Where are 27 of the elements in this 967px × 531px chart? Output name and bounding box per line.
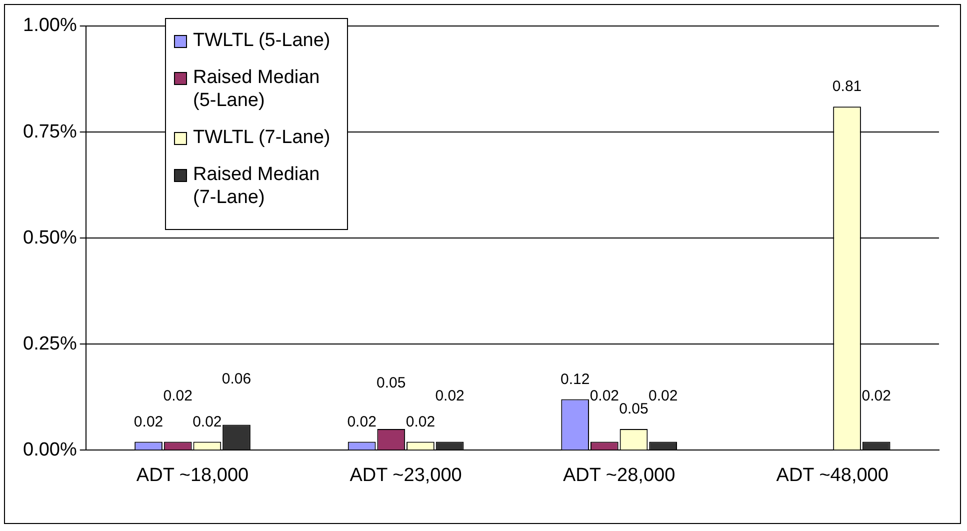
y-tick-label: 0.75% (23, 121, 77, 142)
data-label: 0.02 (163, 387, 192, 404)
legend-label: TWLTL (5-Lane) (193, 29, 330, 52)
data-label: 0.02 (347, 413, 376, 430)
data-label: 0.81 (832, 78, 862, 96)
y-tick-label: 1.00% (23, 15, 77, 36)
data-label: 0.02 (862, 387, 891, 404)
data-label: 0.05 (376, 374, 406, 392)
x-tick-label: ADT ~28,000 (563, 464, 676, 486)
data-label: 0.06 (222, 370, 252, 388)
legend-label: Raised Median (7-Lane) (193, 163, 321, 209)
data-label: 0.02 (435, 387, 464, 404)
data-label: 0.02 (192, 413, 222, 430)
data-label: 0.02 (590, 387, 620, 404)
x-tick-label: ADT ~48,000 (776, 464, 888, 486)
y-tick-label: 0.50% (23, 227, 77, 248)
data-label: 0.02 (406, 413, 436, 430)
y-tick-label: 0.00% (23, 439, 77, 460)
data-label: 0.02 (648, 387, 678, 404)
y-tick-label: 0.25% (23, 333, 77, 354)
x-tick-label: ADT ~23,000 (350, 464, 462, 486)
data-label: 0.05 (619, 400, 648, 418)
legend-label: Raised Median (5-Lane) (193, 66, 321, 112)
x-tick-label: ADT ~18,000 (136, 464, 249, 486)
data-label: 0.12 (560, 370, 590, 388)
legend-label: TWLTL (7-Lane) (193, 126, 330, 149)
data-label: 0.02 (134, 413, 164, 430)
